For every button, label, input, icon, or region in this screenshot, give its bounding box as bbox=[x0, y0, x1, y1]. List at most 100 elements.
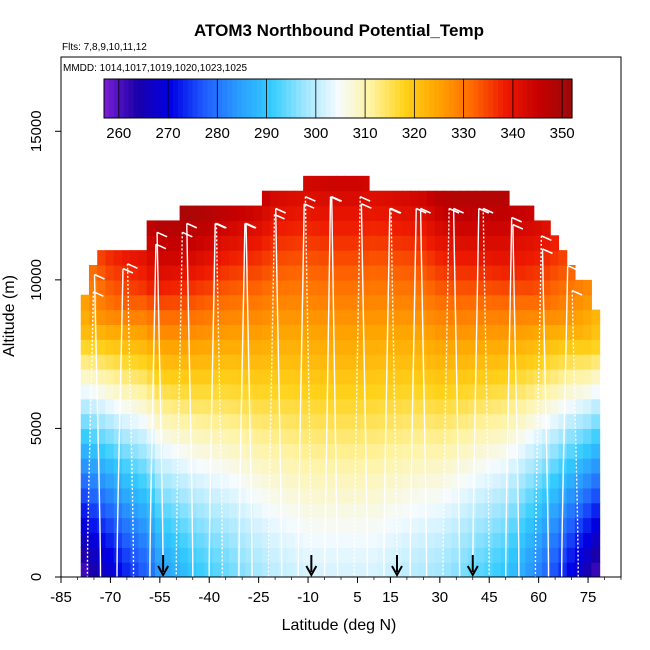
heatmap-cell bbox=[319, 309, 329, 326]
heatmap-cell bbox=[385, 473, 395, 489]
heatmap-cell bbox=[253, 562, 263, 577]
heatmap-cell bbox=[303, 398, 312, 415]
heatmap-cell bbox=[278, 428, 288, 444]
x-tick-label: -85 bbox=[50, 589, 72, 606]
heatmap-cell bbox=[583, 517, 592, 534]
heatmap-cell bbox=[138, 413, 148, 430]
heatmap-cell bbox=[105, 487, 115, 504]
x-tick-label: -40 bbox=[198, 589, 220, 606]
heatmap-cell bbox=[525, 324, 535, 340]
heatmap-cell bbox=[130, 250, 140, 266]
heatmap-cell bbox=[541, 487, 551, 504]
heatmap-cell bbox=[97, 339, 107, 355]
heatmap-cell bbox=[113, 398, 123, 415]
heatmap-cell bbox=[311, 487, 321, 504]
heatmap-cell bbox=[377, 443, 387, 459]
heatmap-cell bbox=[459, 294, 469, 311]
heatmap-cell bbox=[401, 190, 411, 207]
heatmap-cell bbox=[401, 458, 411, 474]
heatmap-cell bbox=[130, 532, 140, 548]
heatmap-cell bbox=[154, 547, 164, 563]
heatmap-cell bbox=[459, 458, 469, 474]
heatmap-cell bbox=[377, 205, 387, 222]
heatmap-cell bbox=[80, 309, 90, 326]
heatmap-cell bbox=[352, 309, 362, 326]
heatmap-cell bbox=[352, 250, 362, 266]
heatmap-cell bbox=[286, 354, 296, 370]
heatmap-cell bbox=[369, 220, 378, 236]
heatmap-cell bbox=[311, 190, 321, 207]
heatmap-cell bbox=[443, 369, 452, 385]
heatmap-cell bbox=[261, 413, 271, 430]
heatmap-cell bbox=[344, 265, 354, 281]
heatmap-cell bbox=[121, 309, 131, 326]
colorbar-segment bbox=[512, 79, 519, 118]
heatmap-cell bbox=[89, 458, 98, 474]
colorbar-segment bbox=[237, 79, 243, 118]
flight-level-segment bbox=[482, 207, 494, 214]
heatmap-cell bbox=[550, 398, 560, 415]
heatmap-cell bbox=[393, 383, 403, 400]
heatmap-cell bbox=[525, 473, 535, 489]
heatmap-cell bbox=[336, 383, 345, 400]
heatmap-cell bbox=[89, 398, 98, 415]
heatmap-cell bbox=[286, 413, 296, 430]
heatmap-cell bbox=[459, 383, 469, 400]
heatmap-cell bbox=[467, 428, 477, 444]
heatmap-cell bbox=[574, 413, 584, 430]
heatmap-cell bbox=[121, 473, 131, 489]
heatmap-cell bbox=[311, 458, 321, 474]
heatmap-cell bbox=[187, 369, 197, 385]
heatmap-cell bbox=[517, 413, 527, 430]
heatmap-cell bbox=[336, 220, 345, 236]
heatmap-cell bbox=[426, 220, 436, 236]
heatmap-cell bbox=[492, 265, 502, 281]
heatmap-cell bbox=[558, 279, 568, 296]
heatmap-cell bbox=[105, 279, 115, 296]
heatmap-cell bbox=[89, 473, 98, 489]
heatmap-cell bbox=[533, 235, 543, 251]
heatmap-cell bbox=[212, 458, 222, 474]
heatmap-cell bbox=[459, 235, 469, 251]
heatmap-cell bbox=[138, 502, 148, 519]
heatmap-cell bbox=[591, 309, 601, 326]
heatmap-cell bbox=[385, 502, 395, 519]
heatmap-cell bbox=[574, 458, 584, 474]
colorbar-segment bbox=[542, 79, 548, 118]
colorbar-segment bbox=[172, 79, 179, 118]
heatmap-cell bbox=[212, 369, 222, 385]
heatmap-cell bbox=[525, 502, 535, 519]
heatmap-cell bbox=[401, 398, 411, 415]
colorbar-segment bbox=[177, 79, 184, 118]
heatmap-cell bbox=[171, 339, 181, 355]
arrow-markers bbox=[157, 555, 479, 578]
heatmap-cell bbox=[401, 205, 411, 222]
heatmap-cell bbox=[558, 339, 568, 355]
heatmap-cell bbox=[237, 428, 247, 444]
heatmap-cell bbox=[484, 413, 494, 430]
heatmap-cell bbox=[426, 413, 436, 430]
heatmap-cell bbox=[484, 532, 494, 548]
heatmap-cell bbox=[484, 398, 494, 415]
heatmap-cell bbox=[327, 458, 337, 474]
flight-profile-line bbox=[116, 268, 124, 577]
heatmap-cell bbox=[97, 502, 107, 519]
flight-profile-line bbox=[561, 265, 569, 577]
heatmap-cell bbox=[385, 517, 395, 534]
heatmap-cell bbox=[467, 458, 477, 474]
heatmap-cell bbox=[401, 265, 411, 281]
heatmap-cell bbox=[253, 502, 263, 519]
heatmap-cell bbox=[377, 383, 387, 400]
heatmap-cell bbox=[245, 532, 255, 548]
heatmap-cell bbox=[130, 443, 140, 459]
heatmap-cell bbox=[476, 502, 485, 519]
heatmap-cell bbox=[171, 398, 181, 415]
heatmap-cell bbox=[303, 502, 312, 519]
heatmap-cell bbox=[294, 324, 304, 340]
colorbar-tick-label: 350 bbox=[550, 125, 575, 142]
heatmap-cell bbox=[401, 428, 411, 444]
heatmap-cell bbox=[171, 502, 181, 519]
heatmap-cell bbox=[426, 443, 436, 459]
x-axis: -85 -70 -55 -40 -25 -10 5 15 30 45 60 75 bbox=[50, 577, 622, 606]
heatmap-cell bbox=[253, 458, 263, 474]
